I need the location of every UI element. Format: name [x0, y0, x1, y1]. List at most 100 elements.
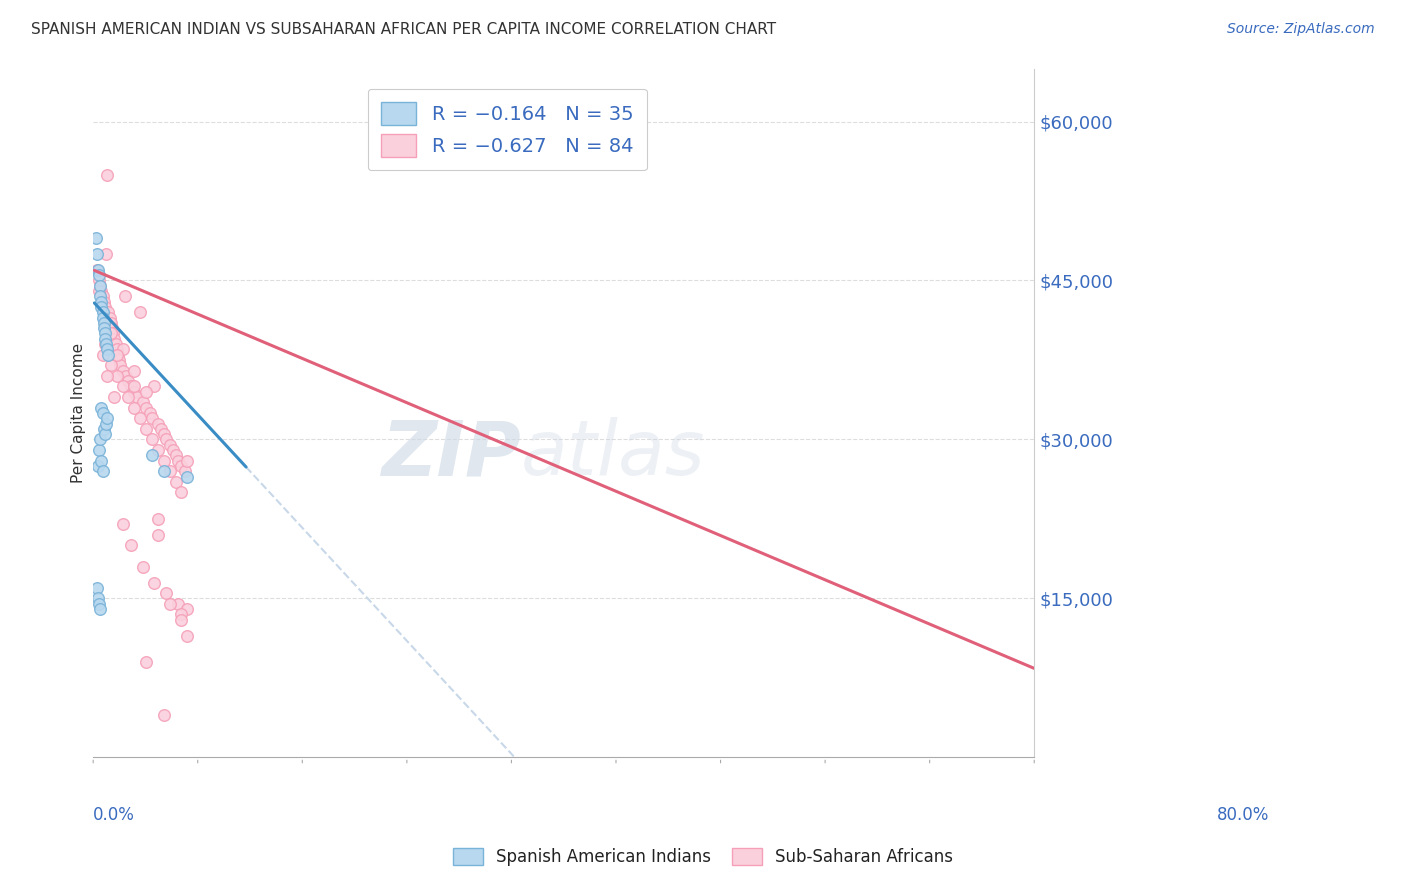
Point [170, 607, 193, 622]
Point [155, 586, 177, 600]
Point [107, 348, 129, 362]
Point [170, 458, 193, 473]
Point [162, 443, 184, 458]
Point [89, 278, 111, 293]
Point [135, 422, 157, 436]
Point [105, 343, 128, 357]
Point [93, 294, 115, 309]
Point [152, 427, 174, 442]
Point [86, 581, 108, 595]
Point [135, 384, 157, 399]
Point [124, 363, 146, 377]
Point [91, 406, 114, 420]
Text: ZIP: ZIP [381, 417, 522, 491]
Point [120, 379, 142, 393]
Point [146, 443, 169, 458]
Text: Source: ZipAtlas.com: Source: ZipAtlas.com [1227, 22, 1375, 37]
Point [129, 411, 152, 425]
Point [165, 475, 187, 489]
Point [111, 517, 134, 532]
Text: atlas: atlas [522, 417, 706, 491]
Point [114, 289, 136, 303]
Point [141, 411, 163, 425]
Point [87, 443, 110, 458]
Point [170, 613, 193, 627]
Point [90, 294, 112, 309]
Point [86, 263, 108, 277]
Point [105, 368, 128, 383]
Point [98, 310, 121, 325]
Point [94, 417, 117, 431]
Point [176, 453, 198, 467]
Point [94, 332, 117, 346]
Point [115, 368, 138, 383]
Point [96, 411, 118, 425]
Point [90, 300, 112, 314]
Point [135, 655, 157, 669]
Point [143, 379, 166, 393]
Point [176, 602, 198, 616]
Point [87, 458, 110, 473]
Point [170, 485, 193, 500]
Point [97, 305, 120, 319]
Point [90, 453, 112, 467]
Point [94, 247, 117, 261]
Point [103, 332, 125, 346]
Point [96, 368, 118, 383]
Point [87, 591, 110, 606]
Point [96, 168, 118, 182]
Y-axis label: Per Capita Income: Per Capita Income [72, 343, 86, 483]
Point [143, 575, 166, 590]
Point [93, 422, 115, 436]
Point [86, 247, 108, 261]
Point [111, 343, 134, 357]
Point [87, 263, 110, 277]
Point [176, 469, 198, 483]
Point [146, 417, 169, 431]
Point [91, 464, 114, 478]
Point [110, 358, 132, 372]
Point [120, 538, 142, 552]
Point [94, 337, 117, 351]
Point [87, 597, 110, 611]
Point [155, 433, 177, 447]
Text: 80.0%: 80.0% [1218, 805, 1270, 823]
Point [90, 284, 112, 298]
Point [159, 464, 181, 478]
Point [152, 708, 174, 723]
Point [138, 406, 160, 420]
Point [146, 512, 169, 526]
Point [165, 448, 187, 462]
Point [100, 326, 122, 341]
Point [94, 300, 117, 314]
Point [111, 379, 134, 393]
Point [89, 278, 111, 293]
Point [97, 348, 120, 362]
Point [100, 358, 122, 372]
Point [94, 427, 117, 442]
Point [141, 448, 163, 462]
Point [91, 348, 114, 362]
Point [131, 559, 153, 574]
Point [167, 453, 190, 467]
Point [101, 321, 124, 335]
Point [131, 395, 153, 409]
Point [89, 602, 111, 616]
Point [141, 433, 163, 447]
Point [125, 390, 148, 404]
Point [167, 597, 190, 611]
Point [159, 438, 181, 452]
Text: 0.0%: 0.0% [93, 805, 135, 823]
Point [124, 401, 146, 415]
Point [117, 374, 139, 388]
Point [89, 289, 111, 303]
Point [146, 528, 169, 542]
Point [93, 321, 115, 335]
Point [105, 348, 128, 362]
Point [90, 401, 112, 415]
Point [152, 453, 174, 467]
Point [174, 464, 197, 478]
Point [159, 597, 181, 611]
Point [129, 305, 152, 319]
Point [91, 289, 114, 303]
